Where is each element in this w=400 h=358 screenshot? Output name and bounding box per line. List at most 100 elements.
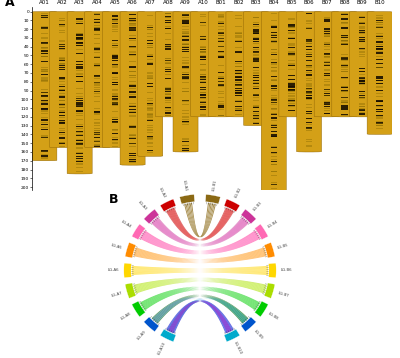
Bar: [288, 101, 294, 102]
Bar: [41, 96, 48, 97]
Bar: [112, 17, 118, 18]
Bar: [130, 21, 136, 22]
Bar: [376, 38, 383, 39]
Bar: [376, 46, 383, 47]
Bar: [306, 122, 312, 123]
Bar: [41, 67, 48, 68]
Bar: [182, 46, 189, 47]
Polygon shape: [143, 289, 257, 309]
Bar: [359, 52, 365, 53]
Polygon shape: [160, 329, 176, 342]
Bar: [341, 22, 348, 23]
Bar: [182, 29, 189, 30]
Polygon shape: [132, 270, 268, 271]
Bar: [253, 70, 259, 71]
Bar: [165, 67, 171, 68]
Bar: [76, 171, 83, 172]
Bar: [112, 104, 118, 105]
Polygon shape: [168, 301, 232, 331]
Bar: [235, 70, 242, 71]
Bar: [94, 49, 100, 50]
Bar: [41, 158, 48, 159]
Bar: [306, 54, 312, 55]
Polygon shape: [132, 267, 268, 269]
Bar: [112, 93, 118, 94]
Polygon shape: [134, 278, 266, 286]
Bar: [76, 164, 83, 165]
Bar: [235, 90, 242, 91]
Bar: [288, 27, 294, 28]
Bar: [306, 72, 312, 73]
Bar: [288, 30, 294, 31]
Bar: [130, 163, 136, 164]
Bar: [235, 33, 242, 34]
Polygon shape: [154, 220, 246, 245]
Bar: [112, 79, 118, 80]
Bar: [270, 41, 277, 42]
Polygon shape: [170, 209, 230, 240]
Bar: [218, 32, 224, 33]
FancyBboxPatch shape: [120, 11, 145, 165]
Bar: [218, 80, 224, 81]
Text: LG-A2: LG-A2: [158, 187, 166, 199]
Bar: [165, 46, 171, 47]
Bar: [376, 28, 383, 29]
Bar: [147, 125, 154, 126]
Bar: [270, 109, 277, 110]
Bar: [76, 42, 83, 43]
Bar: [341, 64, 348, 65]
Bar: [376, 101, 383, 102]
Bar: [376, 90, 383, 91]
Bar: [306, 97, 312, 98]
Bar: [76, 160, 83, 161]
Polygon shape: [156, 218, 244, 245]
Polygon shape: [141, 236, 259, 253]
Bar: [147, 33, 154, 34]
Bar: [147, 127, 154, 128]
Bar: [76, 49, 83, 50]
FancyBboxPatch shape: [367, 11, 392, 135]
Bar: [94, 91, 100, 92]
Bar: [94, 132, 100, 133]
Polygon shape: [171, 208, 229, 240]
Polygon shape: [170, 209, 230, 240]
Bar: [288, 44, 294, 45]
Bar: [112, 43, 118, 44]
Bar: [253, 77, 259, 78]
Bar: [59, 58, 65, 59]
Bar: [147, 136, 154, 137]
Bar: [130, 18, 136, 19]
Bar: [76, 35, 83, 36]
Bar: [182, 33, 189, 34]
Bar: [147, 56, 154, 57]
Bar: [165, 17, 171, 18]
Bar: [76, 156, 83, 157]
Bar: [165, 74, 171, 75]
Bar: [130, 35, 136, 36]
Bar: [270, 97, 277, 98]
Polygon shape: [144, 232, 256, 251]
Bar: [165, 66, 171, 67]
Bar: [130, 61, 136, 62]
Polygon shape: [169, 301, 231, 332]
Bar: [147, 100, 154, 101]
Bar: [41, 56, 48, 57]
Bar: [253, 41, 259, 42]
Polygon shape: [156, 218, 244, 244]
Bar: [165, 13, 171, 14]
Bar: [76, 81, 83, 82]
Bar: [218, 17, 224, 18]
Bar: [288, 63, 294, 64]
Bar: [112, 55, 118, 57]
Polygon shape: [154, 295, 246, 321]
Bar: [341, 71, 348, 72]
Bar: [218, 65, 224, 66]
Bar: [182, 143, 189, 144]
Bar: [253, 123, 259, 124]
Bar: [182, 43, 189, 44]
Bar: [165, 88, 171, 89]
Bar: [182, 62, 189, 63]
Bar: [130, 103, 136, 104]
Bar: [324, 62, 330, 63]
Polygon shape: [241, 317, 256, 332]
